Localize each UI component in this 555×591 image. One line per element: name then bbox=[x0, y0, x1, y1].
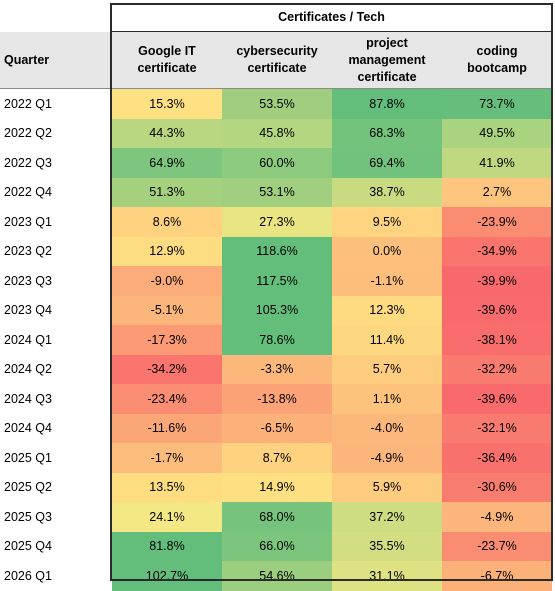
heatmap-cell: 1.1% bbox=[332, 384, 442, 414]
row-label: 2025 Q1 bbox=[4, 450, 52, 465]
heatmap-cell: -6.5% bbox=[222, 413, 332, 443]
heatmap-cell: 54.6% bbox=[222, 561, 332, 591]
group-header-divider bbox=[110, 31, 553, 32]
column-header: coding bootcamp bbox=[442, 32, 552, 88]
heatmap-cell: 11.4% bbox=[332, 325, 442, 355]
heatmap-cell: 53.5% bbox=[222, 89, 332, 119]
column-header: cybersecurity certificate bbox=[222, 32, 332, 88]
heatmap-cell: 31.1% bbox=[332, 561, 442, 591]
row-label: 2023 Q1 bbox=[4, 214, 52, 229]
heatmap-cell: -4.9% bbox=[442, 502, 552, 532]
heatmap-cell: 9.5% bbox=[332, 207, 442, 237]
heatmap-cell: 117.5% bbox=[222, 266, 332, 296]
heatmap-cell: 69.4% bbox=[332, 148, 442, 178]
heatmap-cell: -23.4% bbox=[112, 384, 222, 414]
heatmap-cell: -4.0% bbox=[332, 413, 442, 443]
heatmap-cell: 87.8% bbox=[332, 89, 442, 119]
heatmap-cell: -11.6% bbox=[112, 413, 222, 443]
heatmap-cell: 105.3% bbox=[222, 295, 332, 325]
heatmap-cell: -23.9% bbox=[442, 207, 552, 237]
heatmap-cell: 0.0% bbox=[332, 236, 442, 266]
heatmap-cell: 118.6% bbox=[222, 236, 332, 266]
heatmap-cell: -34.9% bbox=[442, 236, 552, 266]
heatmap-cell: 27.3% bbox=[222, 207, 332, 237]
column-header: project management certificate bbox=[332, 32, 442, 88]
heatmap-cell: 41.9% bbox=[442, 148, 552, 178]
heatmap-cell: -17.3% bbox=[112, 325, 222, 355]
heatmap-cell: -39.6% bbox=[442, 384, 552, 414]
heatmap-cell: -4.9% bbox=[332, 443, 442, 473]
heatmap-cell: 37.2% bbox=[332, 502, 442, 532]
heatmap-cell: 60.0% bbox=[222, 148, 332, 178]
heatmap-cell: -36.4% bbox=[442, 443, 552, 473]
row-label: 2022 Q3 bbox=[4, 155, 52, 170]
heatmap-cell: 38.7% bbox=[332, 177, 442, 207]
row-label: 2023 Q3 bbox=[4, 273, 52, 288]
heatmap-cell: -3.3% bbox=[222, 354, 332, 384]
heatmap-cell: 14.9% bbox=[222, 472, 332, 502]
heatmap-cell: 81.8% bbox=[112, 531, 222, 561]
heatmap-cell: -5.1% bbox=[112, 295, 222, 325]
row-label: 2025 Q2 bbox=[4, 480, 52, 495]
heatmap-cell: -32.2% bbox=[442, 354, 552, 384]
heatmap-cell: -6.7% bbox=[442, 561, 552, 591]
heatmap-cell: 12.3% bbox=[332, 295, 442, 325]
row-label: 2024 Q3 bbox=[4, 391, 52, 406]
heatmap-cell: -1.7% bbox=[112, 443, 222, 473]
row-label: 2023 Q2 bbox=[4, 244, 52, 259]
heatmap-cell: 44.3% bbox=[112, 118, 222, 148]
column-header: Google IT certificate bbox=[112, 32, 222, 88]
heatmap-cell: -39.9% bbox=[442, 266, 552, 296]
heatmap-cell: -13.8% bbox=[222, 384, 332, 414]
heatmap-cell: 102.7% bbox=[112, 561, 222, 591]
row-label: 2022 Q1 bbox=[4, 96, 52, 111]
heatmap-cell: -23.7% bbox=[442, 531, 552, 561]
row-label: 2026 Q1 bbox=[4, 568, 52, 583]
heatmap-cell: -34.2% bbox=[112, 354, 222, 384]
heatmap-cell: 15.3% bbox=[112, 89, 222, 119]
row-label: 2022 Q4 bbox=[4, 185, 52, 200]
row-label: 2024 Q4 bbox=[4, 421, 52, 436]
row-label: 2023 Q4 bbox=[4, 303, 52, 318]
heatmap-cell: 73.7% bbox=[442, 89, 552, 119]
heatmap-cell: 78.6% bbox=[222, 325, 332, 355]
heatmap-cell: -9.0% bbox=[112, 266, 222, 296]
heatmap-cell: 13.5% bbox=[112, 472, 222, 502]
heatmap-cell: 5.7% bbox=[332, 354, 442, 384]
heatmap-cell: 66.0% bbox=[222, 531, 332, 561]
heatmap-cell: 2.7% bbox=[442, 177, 552, 207]
heatmap-cell: 45.8% bbox=[222, 118, 332, 148]
row-label: 2025 Q4 bbox=[4, 539, 52, 554]
heatmap-cell: -38.1% bbox=[442, 325, 552, 355]
heatmap-cell: 68.3% bbox=[332, 118, 442, 148]
heatmap-cell: 24.1% bbox=[112, 502, 222, 532]
row-label: 2024 Q2 bbox=[4, 362, 52, 377]
group-header: Certificates / Tech bbox=[278, 10, 385, 24]
heatmap-cell: 8.7% bbox=[222, 443, 332, 473]
heatmap-cell: 53.1% bbox=[222, 177, 332, 207]
row-label: 2022 Q2 bbox=[4, 126, 52, 141]
heatmap-cell: -1.1% bbox=[332, 266, 442, 296]
heatmap-cell: -30.6% bbox=[442, 472, 552, 502]
heatmap-cell: 35.5% bbox=[332, 531, 442, 561]
row-header: Quarter bbox=[4, 53, 50, 67]
header-divider bbox=[0, 88, 553, 89]
heatmap-cell: 51.3% bbox=[112, 177, 222, 207]
row-label: 2025 Q3 bbox=[4, 509, 52, 524]
row-label: 2024 Q1 bbox=[4, 332, 52, 347]
heatmap-cell: 64.9% bbox=[112, 148, 222, 178]
heatmap-cell: 49.5% bbox=[442, 118, 552, 148]
heatmap-cell: 5.9% bbox=[332, 472, 442, 502]
heatmap-cell: 68.0% bbox=[222, 502, 332, 532]
heatmap-cell: -32.1% bbox=[442, 413, 552, 443]
heatmap-cell: 8.6% bbox=[112, 207, 222, 237]
heatmap-cell: 12.9% bbox=[112, 236, 222, 266]
heatmap-cell: -39.6% bbox=[442, 295, 552, 325]
